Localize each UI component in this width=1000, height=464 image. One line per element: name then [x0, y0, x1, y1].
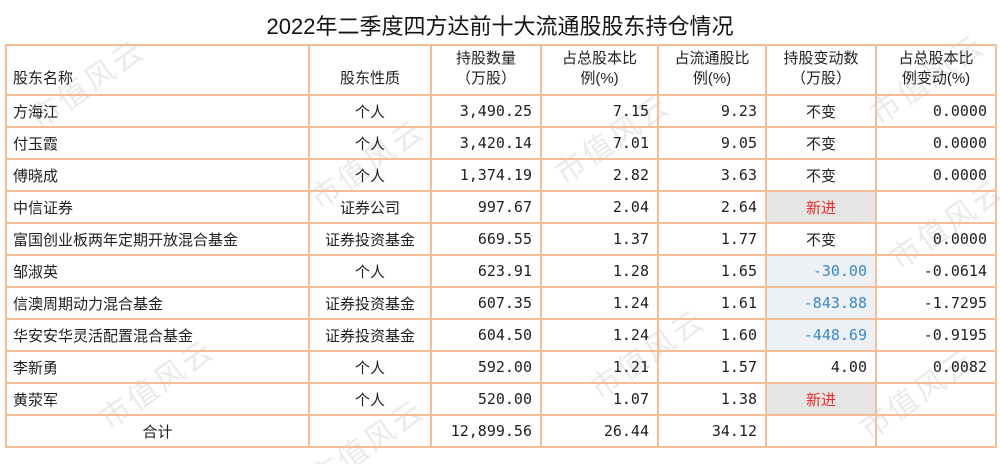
shareholder-nature: 个人: [308, 350, 432, 384]
pct-total-capital: 1.28: [540, 254, 659, 288]
shareholder-name: 中信证券: [5, 190, 310, 224]
shares-held: 607.35: [430, 286, 542, 320]
pct-total-capital: 7.15: [540, 94, 659, 128]
header-share-change: 持股变动数 （万股）: [765, 44, 877, 96]
table-row: 信澳周期动力混合基金 证券投资基金 607.35 1.24 1.61 -843.…: [5, 286, 997, 320]
share-change: 新进: [765, 190, 877, 224]
shareholder-name: 傅晓成: [5, 158, 310, 192]
total-row: 合计 12,899.56 26.44 34.12: [5, 414, 997, 448]
shares-held: 669.55: [430, 222, 542, 256]
table-row: 中信证券 证券公司 997.67 2.04 2.64 新进: [5, 190, 997, 224]
shareholder-name: 黄荥军: [5, 382, 310, 416]
pct-total-capital: 1.24: [540, 318, 659, 352]
shareholder-nature: 证券投资基金: [308, 286, 432, 320]
share-change: 不变: [765, 94, 877, 128]
pct-capital-change: -0.0614: [875, 254, 997, 288]
header-pct-total-capital: 占总股本比 例(%): [540, 44, 659, 96]
shareholder-nature: 证券投资基金: [308, 318, 432, 352]
share-change: 不变: [765, 158, 877, 192]
share-change: 新进: [765, 382, 877, 416]
pct-capital-change: -1.7295: [875, 286, 997, 320]
shareholder-nature: 个人: [308, 94, 432, 128]
total-shares: 12,899.56: [430, 414, 542, 448]
shareholder-nature: 证券公司: [308, 190, 432, 224]
pct-float: 9.05: [657, 126, 767, 160]
shareholder-name: 邹淑英: [5, 254, 310, 288]
header-row: 股东名称 股东性质 持股数量 （万股） 占总股本比 例(%) 占流通股比 例(%…: [5, 44, 997, 96]
pct-capital-change: [875, 382, 997, 416]
total-label: 合计: [5, 414, 310, 448]
shares-held: 592.00: [430, 350, 542, 384]
pct-total-capital: 1.07: [540, 382, 659, 416]
shareholder-nature: 个人: [308, 126, 432, 160]
shareholders-table: 股东名称 股东性质 持股数量 （万股） 占总股本比 例(%) 占流通股比 例(%…: [5, 44, 997, 448]
total-share-change: [765, 414, 877, 448]
shares-held: 997.67: [430, 190, 542, 224]
pct-capital-change: [875, 190, 997, 224]
shareholder-name: 富国创业板两年定期开放混合基金: [5, 222, 310, 256]
total-pct-float: 34.12: [657, 414, 767, 448]
total-nature: [308, 414, 432, 448]
total-pct-capital-change: [875, 414, 997, 448]
shares-held: 3,420.14: [430, 126, 542, 160]
shareholder-name: 李新勇: [5, 350, 310, 384]
share-change: -448.69: [765, 318, 877, 352]
share-change: 4.00: [765, 350, 877, 384]
shareholder-name: 信澳周期动力混合基金: [5, 286, 310, 320]
table-row: 方海江 个人 3,490.25 7.15 9.23 不变 0.0000: [5, 94, 997, 128]
pct-total-capital: 7.01: [540, 126, 659, 160]
shares-held: 520.00: [430, 382, 542, 416]
header-shares-held: 持股数量 （万股）: [430, 44, 542, 96]
header-shareholder-name: 股东名称: [5, 44, 310, 96]
shareholder-nature: 个人: [308, 158, 432, 192]
table-row: 华安安华灵活配置混合基金 证券投资基金 604.50 1.24 1.60 -44…: [5, 318, 997, 352]
table-row: 傅晓成 个人 1,374.19 2.82 3.63 不变 0.0000: [5, 158, 997, 192]
pct-capital-change: 0.0000: [875, 158, 997, 192]
table-row: 富国创业板两年定期开放混合基金 证券投资基金 669.55 1.37 1.77 …: [5, 222, 997, 256]
header-pct-float: 占流通股比 例(%): [657, 44, 767, 96]
share-change: 不变: [765, 222, 877, 256]
header-pct-capital-change: 占总股本比 例变动(%): [875, 44, 997, 96]
shareholder-nature: 个人: [308, 254, 432, 288]
shares-held: 1,374.19: [430, 158, 542, 192]
share-change: -843.88: [765, 286, 877, 320]
pct-float: 1.57: [657, 350, 767, 384]
pct-total-capital: 2.04: [540, 190, 659, 224]
pct-float: 1.38: [657, 382, 767, 416]
pct-total-capital: 2.82: [540, 158, 659, 192]
pct-capital-change: 0.0082: [875, 350, 997, 384]
pct-float: 1.60: [657, 318, 767, 352]
table-row: 付玉霞 个人 3,420.14 7.01 9.05 不变 0.0000: [5, 126, 997, 160]
header-shareholder-nature: 股东性质: [308, 44, 432, 96]
pct-float: 9.23: [657, 94, 767, 128]
pct-float: 3.63: [657, 158, 767, 192]
shares-held: 3,490.25: [430, 94, 542, 128]
pct-total-capital: 1.24: [540, 286, 659, 320]
shareholder-name: 方海江: [5, 94, 310, 128]
pct-capital-change: 0.0000: [875, 126, 997, 160]
shares-held: 604.50: [430, 318, 542, 352]
shareholder-name: 付玉霞: [5, 126, 310, 160]
share-change: -30.00: [765, 254, 877, 288]
table-row: 邹淑英 个人 623.91 1.28 1.65 -30.00 -0.0614: [5, 254, 997, 288]
table-row: 黄荥军 个人 520.00 1.07 1.38 新进: [5, 382, 997, 416]
pct-float: 1.77: [657, 222, 767, 256]
shareholder-nature: 证券投资基金: [308, 222, 432, 256]
table-row: 李新勇 个人 592.00 1.21 1.57 4.00 0.0082: [5, 350, 997, 384]
pct-float: 1.65: [657, 254, 767, 288]
shares-held: 623.91: [430, 254, 542, 288]
pct-float: 1.61: [657, 286, 767, 320]
page-title: 2022年二季度四方达前十大流通股股东持仓情况: [266, 14, 734, 39]
shareholder-name: 华安安华灵活配置混合基金: [5, 318, 310, 352]
pct-total-capital: 1.21: [540, 350, 659, 384]
total-pct-total-capital: 26.44: [540, 414, 659, 448]
pct-capital-change: -0.9195: [875, 318, 997, 352]
share-change: 不变: [765, 126, 877, 160]
pct-float: 2.64: [657, 190, 767, 224]
shareholder-nature: 个人: [308, 382, 432, 416]
pct-capital-change: 0.0000: [875, 94, 997, 128]
pct-total-capital: 1.37: [540, 222, 659, 256]
pct-capital-change: 0.0000: [875, 222, 997, 256]
